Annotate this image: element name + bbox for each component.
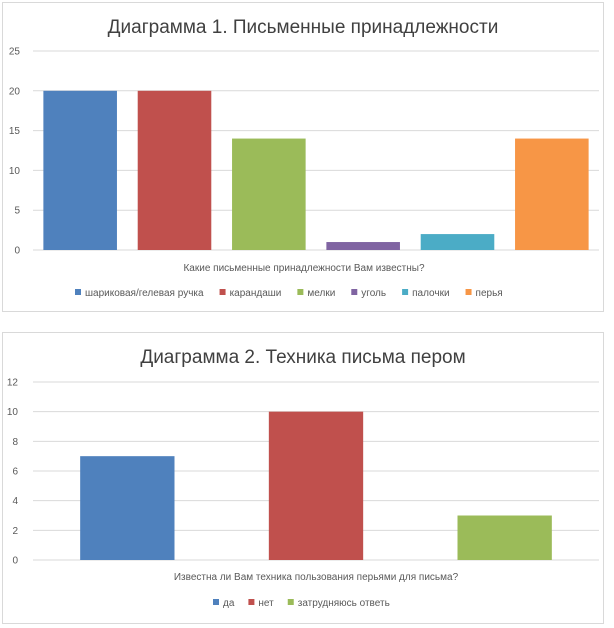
legend-swatch-2 [248, 599, 255, 605]
legend-swatch-1 [213, 599, 219, 605]
y-tick-label: 4 [12, 496, 18, 507]
bar-3 [457, 515, 552, 560]
y-tick-label: 2 [12, 526, 18, 537]
y-tick-label: 0 [12, 556, 18, 567]
legend-label-1: шариковая/гелевая ручка [85, 288, 204, 299]
y-tick-label: 10 [9, 166, 21, 177]
legend-label-1: да [223, 598, 235, 609]
legend-label-6: перья [476, 288, 503, 299]
y-tick-label: 20 [9, 86, 21, 97]
y-tick-label: 10 [7, 407, 19, 418]
y-tick-label: 15 [9, 126, 21, 137]
chart-1-title: Диаграмма 1. Письменные принадлежности [107, 17, 499, 38]
y-tick-label: 25 [9, 47, 21, 58]
legend-label-3: затрудняюсь ответь [298, 598, 390, 609]
bar-2 [137, 90, 212, 250]
legend-label-2: карандаши [230, 288, 282, 299]
y-tick-label: 6 [12, 467, 18, 478]
bar-4 [326, 242, 400, 250]
legend-swatch-6 [465, 289, 472, 295]
chart-2-title: Диаграмма 2. Техника письма пером [140, 347, 466, 368]
legend-label-4: уголь [361, 288, 386, 299]
y-tick-label: 5 [14, 206, 20, 217]
bar-5 [420, 234, 495, 250]
bar-2 [268, 411, 364, 560]
legend-swatch-3 [287, 599, 294, 605]
bar-3 [232, 138, 306, 250]
chart-2-plot: 0 2 4 6 8 10 12 Известна ли Вам техника пользов… [7, 378, 599, 609]
legend-swatch-4 [351, 289, 358, 295]
legend-label-3: мелки [307, 288, 335, 299]
x-axis-title: Известна ли Вам техника пользования перь… [174, 572, 459, 583]
x-axis-title: Какие письменные принадлежности Вам изве… [183, 263, 424, 274]
bar-1 [80, 456, 175, 560]
chart-2: Диаграмма 2. Техника письма пером 0 2 4 6 8 1… [2, 332, 604, 624]
legend-label-5: палочки [412, 288, 449, 299]
chart-1: Диаграмма 1. Письменные принадлежности 0… [2, 2, 604, 312]
legend-swatch-3 [297, 289, 304, 295]
legend-swatch-5 [402, 289, 409, 295]
chart-1-plot: 0 5 10 15 20 25 Какие письменные принадлежност… [9, 47, 599, 299]
bar-6 [515, 138, 589, 250]
bar-1 [43, 90, 117, 250]
y-tick-label: 12 [7, 378, 19, 389]
y-tick-label: 8 [12, 437, 18, 448]
legend-swatch-2 [219, 289, 226, 295]
legend-label-2: нет [258, 598, 274, 609]
legend-swatch-1 [75, 289, 81, 295]
y-tick-label: 0 [14, 246, 20, 257]
